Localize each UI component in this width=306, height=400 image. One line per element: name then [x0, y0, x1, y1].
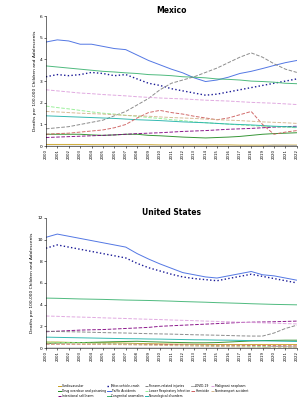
Title: Mexico: Mexico	[156, 6, 187, 15]
Y-axis label: Deaths per 100,000 Children and Adolescents: Deaths per 100,000 Children and Adolesce…	[33, 31, 37, 131]
Title: United States: United States	[142, 208, 201, 217]
Legend: Cardiovascular, Drug overdose and poisoning, Intentional self-harm, Motor-vehicl: Cardiovascular, Drug overdose and poison…	[57, 384, 249, 398]
Y-axis label: Deaths per 100,000 Children and Adolescents: Deaths per 100,000 Children and Adolesce…	[30, 233, 35, 333]
